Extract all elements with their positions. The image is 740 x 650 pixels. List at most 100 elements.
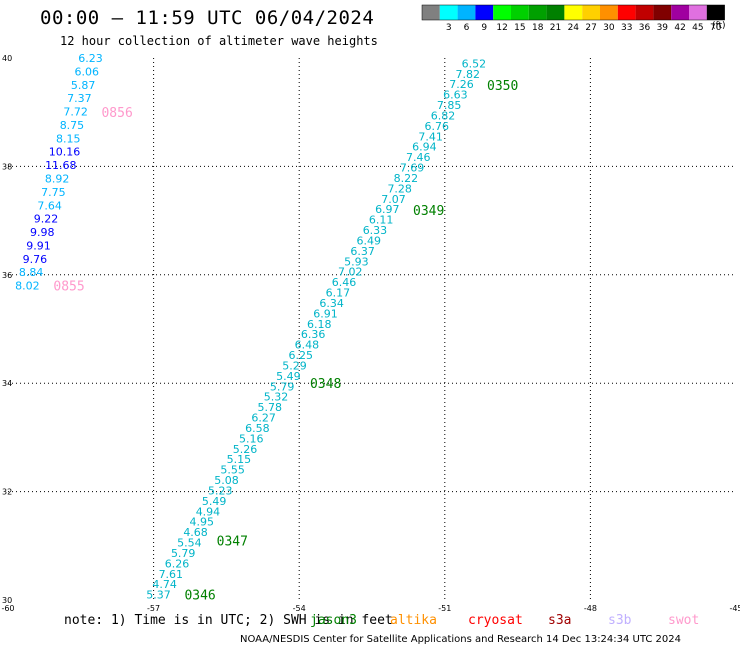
x-tick-label: -60 [1, 604, 14, 613]
colorbar-tick-label: 39 [657, 23, 669, 33]
wave-height-label: 4.94 [196, 505, 221, 518]
footer-note: note: 1) Time is in UTC; 2) SWH is in fe… [64, 613, 393, 628]
colorbar-swatch [511, 5, 529, 20]
wave-height-label: 5.16 [239, 432, 264, 445]
wave-height-label: 8.75 [60, 119, 85, 132]
satellite-legend-s3a: s3a [548, 613, 572, 628]
wave-height-label: 7.72 [63, 106, 88, 119]
time-label: 0347 [217, 534, 248, 549]
wave-height-label: 9.91 [26, 239, 51, 252]
wave-height-label: 11.68 [45, 159, 77, 172]
wave-height-label: 6.37 [350, 245, 375, 258]
y-tick-label: 38 [2, 162, 12, 171]
time-label: 0855 [53, 280, 84, 295]
time-label: 0346 [184, 589, 215, 604]
wave-height-label: 8.22 [394, 172, 419, 185]
colorbar-swatch [457, 5, 476, 20]
wave-height-label: 6.94 [412, 141, 437, 154]
colorbar-tick-label: 30 [603, 23, 615, 33]
wave-height-label: 6.91 [313, 307, 338, 320]
time-label: 0856 [101, 106, 132, 121]
colorbar-swatch [671, 5, 689, 20]
colorbar-swatch [493, 5, 511, 20]
wave-height-label: 7.37 [67, 92, 92, 105]
wave-height-label: 4.95 [190, 516, 215, 529]
wave-height-label: 7.85 [437, 99, 462, 112]
wave-height-label: 5.78 [258, 401, 283, 414]
satellite-legend-cryosat: cryosat [468, 613, 523, 628]
y-tick-label: 40 [2, 54, 12, 63]
chart-subtitle: 12 hour collection of altimeter wave hei… [60, 34, 378, 48]
colorbar-swatch [475, 5, 494, 20]
wave-height-label: 5.55 [220, 464, 245, 477]
colorbar-tick-label: 33 [621, 23, 632, 33]
x-tick-label: -51 [438, 604, 451, 613]
wave-height-label: 5.87 [71, 79, 96, 92]
wave-height-label: 6.36 [301, 328, 326, 341]
colorbar-tick-label: 45 [692, 23, 703, 33]
wave-height-label: 6.97 [375, 203, 400, 216]
x-tick-label: -57 [147, 604, 160, 613]
wave-height-label: 7.69 [400, 162, 425, 175]
chart-title: 00:00 – 11:59 UTC 06/04/2024 [40, 7, 375, 29]
satellite-legend-jason3: jason3 [310, 613, 357, 628]
wave-height-label: 6.18 [307, 318, 332, 331]
colorbar-tick-label: 36 [639, 23, 651, 33]
y-tick-label: 30 [2, 596, 12, 605]
colorbar-swatch [617, 5, 636, 20]
wave-height-label: 7.46 [406, 151, 431, 164]
wave-height-label: 5.15 [227, 453, 252, 466]
wave-height-label: 10.16 [49, 146, 81, 159]
satellite-legend-s3b: s3b [608, 613, 632, 628]
colorbar-legend: 3 6 9 12 15 18 21 24 27 30 33 36 39 42 45 70 [421, 4, 725, 33]
colorbar-tick-label: 42 [674, 23, 685, 33]
time-label: 0348 [310, 377, 341, 392]
colorbar-swatch [600, 5, 618, 20]
colorbar-swatch [546, 5, 565, 20]
wave-height-label: 5.49 [202, 495, 227, 508]
wave-height-label: 7.75 [41, 186, 66, 199]
time-label: 0349 [413, 204, 444, 219]
wave-height-label: 9.76 [23, 253, 48, 266]
wave-height-label: 5.32 [264, 391, 289, 404]
wave-height-label: 6.06 [75, 65, 100, 78]
wave-height-label: 6.82 [431, 109, 456, 122]
satellite-legend-swot: swot [668, 613, 700, 628]
wave-height-label: 5.49 [276, 370, 301, 383]
wave-height-label: 5.54 [177, 537, 202, 550]
y-tick-label: 34 [2, 379, 12, 388]
wave-height-label: 6.26 [165, 557, 190, 570]
wave-height-label: 4.68 [183, 526, 208, 539]
y-tick-label: 32 [2, 488, 12, 497]
colorbar-swatch [564, 5, 583, 20]
wave-height-label: 5.23 [208, 484, 233, 497]
colorbar-frame [421, 4, 725, 21]
wave-height-label: 5.29 [282, 359, 307, 372]
wave-height-label: 7.61 [159, 568, 184, 581]
wave-height-label: 6.27 [251, 412, 276, 425]
colorbar-tick-label: 27 [585, 23, 596, 33]
wave-height-label: 7.28 [387, 182, 412, 195]
wave-height-label: 6.63 [443, 89, 468, 102]
colorbar-tick-label: 15 [514, 23, 525, 33]
wave-height-label: 6.48 [295, 339, 320, 352]
wave-height-label: 6.76 [425, 120, 450, 133]
wave-height-label: 6.34 [319, 297, 344, 310]
colorbar-tick-label: 12 [496, 23, 507, 33]
colorbar-tick-label: 24 [568, 23, 580, 33]
colorbar-tick-label: 21 [550, 23, 561, 33]
wave-height-label: 9.22 [34, 213, 59, 226]
data-labels: 6.527.827.266.637.856.826.767.416.947.46… [15, 52, 518, 604]
colorbar-swatch [422, 5, 440, 20]
wave-height-label: 8.02 [15, 280, 40, 293]
colorbar-tick-label: 18 [532, 23, 544, 33]
wave-height-label: 6.25 [288, 349, 313, 362]
plot-grid [8, 58, 736, 600]
wave-height-label: 4.74 [152, 578, 177, 591]
wave-height-label: 6.46 [332, 276, 357, 289]
wave-height-label: 6.17 [326, 287, 351, 300]
colorbar-swatch [689, 5, 707, 20]
footer-credit: NOAA/NESDIS Center for Satellite Applica… [240, 634, 682, 645]
wave-height-label: 7.07 [381, 193, 406, 206]
colorbar-units: (ft) [712, 21, 726, 31]
